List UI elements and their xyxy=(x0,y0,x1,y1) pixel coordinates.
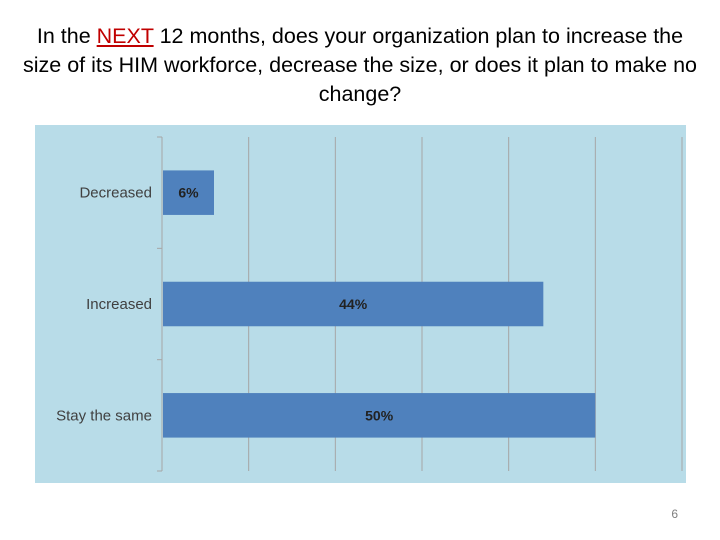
category-label: Stay the same xyxy=(56,407,152,424)
title-suffix: 12 months, does your organization plan t… xyxy=(23,24,697,106)
bar xyxy=(163,393,596,438)
data-label: 44% xyxy=(339,296,368,312)
title-highlight: NEXT xyxy=(96,24,154,48)
title-prefix: In the xyxy=(36,24,97,48)
page-number: 6 xyxy=(671,507,678,521)
bar xyxy=(163,170,214,215)
data-label: 50% xyxy=(365,407,394,423)
bar xyxy=(163,281,544,327)
data-label: 6% xyxy=(178,185,199,201)
chart-title: In the NEXT 12 months, does your organiz… xyxy=(20,22,700,109)
category-label: Increased xyxy=(86,296,152,313)
bar-chart: Decreased 6% Increased 44% Stay the same 50% xyxy=(35,125,686,483)
chart-svg: Decreased 6% Increased 44% Stay the same 50% xyxy=(35,125,686,483)
category-label: Decreased xyxy=(79,185,152,202)
